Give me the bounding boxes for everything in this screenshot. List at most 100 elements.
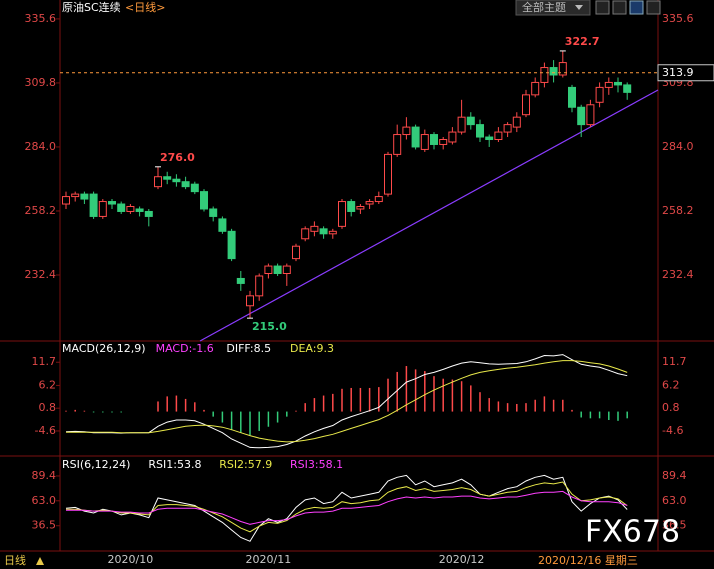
- annotation-label: 276.0: [160, 151, 195, 164]
- theme-button-label[interactable]: 全部主题: [522, 0, 566, 14]
- annotation-label: 215.0: [252, 320, 287, 333]
- candle-body: [273, 265, 282, 275]
- candle-body: [384, 153, 392, 195]
- candle-body: [108, 201, 116, 205]
- footer-arrow[interactable]: [36, 557, 44, 565]
- toolbar-icon[interactable]: [629, 0, 644, 15]
- y-tick-label: 309.8: [25, 76, 57, 89]
- y-tick-label-right: 258.2: [662, 204, 694, 217]
- x-tick-label: 2020/10: [108, 553, 154, 566]
- toolbar-icon[interactable]: [595, 0, 610, 15]
- candle-body: [420, 134, 429, 150]
- legend-entry: DEA:9.3: [290, 342, 334, 355]
- y-tick-label-right: -4.6: [662, 424, 683, 437]
- candle-body: [485, 136, 494, 141]
- candle-body: [71, 193, 80, 198]
- candle-body: [282, 265, 291, 275]
- watermark: FX678: [585, 515, 680, 550]
- y-tick-label: 258.2: [25, 204, 57, 217]
- y-tick-label: 63.0: [32, 494, 57, 507]
- candle-body: [586, 104, 595, 126]
- y-tick-label-right: 11.7: [662, 355, 687, 368]
- candle-body: [246, 295, 254, 307]
- x-tick-label: 2020/11: [246, 553, 292, 566]
- candle-body: [62, 196, 70, 205]
- candle-body: [558, 62, 567, 76]
- candle-body: [466, 116, 475, 126]
- candle-body: [393, 134, 402, 155]
- candle-body: [98, 201, 107, 217]
- candle-body: [264, 265, 273, 275]
- toolbar-icon[interactable]: [646, 0, 661, 15]
- candle-body: [549, 67, 558, 76]
- candle-body: [126, 206, 135, 212]
- panel-title: RSI(6,12,24): [62, 458, 130, 471]
- candle-body: [439, 139, 448, 145]
- footer-period[interactable]: 日线: [4, 553, 26, 567]
- candle-body: [209, 208, 218, 217]
- legend-entry: MACD:-1.6: [156, 342, 214, 355]
- candle-body: [80, 193, 89, 200]
- series-line: [66, 490, 628, 525]
- y-tick-label: 232.4: [25, 268, 57, 281]
- instrument-title: 原油SC连续: [62, 0, 121, 14]
- series-line: [65, 354, 628, 449]
- dropdown-arrow[interactable]: [575, 5, 583, 10]
- candle-body: [503, 124, 512, 133]
- y-tick-label: -4.6: [35, 424, 56, 437]
- legend-entry: DIFF:8.5: [226, 342, 271, 355]
- candle-body: [236, 277, 245, 284]
- candle-body: [568, 86, 576, 108]
- theme-button[interactable]: [515, 0, 591, 16]
- candle-body: [595, 86, 604, 103]
- y-tick-label-right: 284.0: [662, 140, 694, 153]
- candle-body: [338, 201, 346, 227]
- y-tick-label: 335.6: [25, 12, 57, 25]
- y-tick-label: 284.0: [25, 140, 57, 153]
- cursor-date: 2020/12/16 星期三: [538, 554, 638, 567]
- candle-body: [319, 228, 328, 235]
- candle-body: [494, 131, 503, 141]
- candle-body: [218, 218, 227, 232]
- toolbar-icon[interactable]: [612, 0, 627, 15]
- last-price-box: [657, 64, 714, 82]
- candle-body: [402, 126, 411, 136]
- candle-body: [411, 126, 420, 148]
- legend-entry: RSI1:53.8: [148, 458, 201, 471]
- candle-body: [135, 208, 144, 212]
- candle-body: [292, 245, 300, 260]
- candle-body: [310, 225, 319, 232]
- candle-body: [531, 81, 540, 96]
- candle-body: [365, 201, 374, 205]
- candle-body: [144, 210, 153, 217]
- candle-body: [577, 106, 586, 126]
- panel-title: MACD(26,12,9): [62, 342, 146, 355]
- candle-body: [172, 178, 181, 183]
- candle-body: [614, 81, 622, 86]
- candle-body: [190, 183, 199, 193]
- candle-body: [255, 275, 264, 297]
- candle-body: [623, 84, 632, 93]
- candle-body: [476, 124, 484, 138]
- candle-body: [430, 134, 438, 145]
- candle-body: [512, 116, 521, 128]
- series-line: [65, 474, 628, 542]
- period-label: <日线>: [125, 0, 165, 14]
- legend-entry: RSI3:58.1: [290, 458, 343, 471]
- y-tick-label-right: 6.2: [662, 378, 680, 391]
- candle-body: [328, 230, 337, 235]
- candle-body: [540, 67, 549, 83]
- y-tick-label-right: 0.8: [662, 401, 680, 414]
- candle-body: [604, 81, 613, 88]
- candle-body: [163, 176, 172, 180]
- y-tick-label-right: 232.4: [662, 268, 694, 281]
- y-tick-label-right: 335.6: [662, 12, 694, 25]
- candle-body: [448, 131, 457, 143]
- y-tick-label: 89.4: [32, 469, 57, 482]
- candle-body: [457, 116, 466, 133]
- last-price-label: 313.9: [662, 66, 694, 79]
- y-tick-label: 0.8: [39, 401, 57, 414]
- candle-body: [227, 230, 236, 260]
- candle-body: [356, 206, 365, 210]
